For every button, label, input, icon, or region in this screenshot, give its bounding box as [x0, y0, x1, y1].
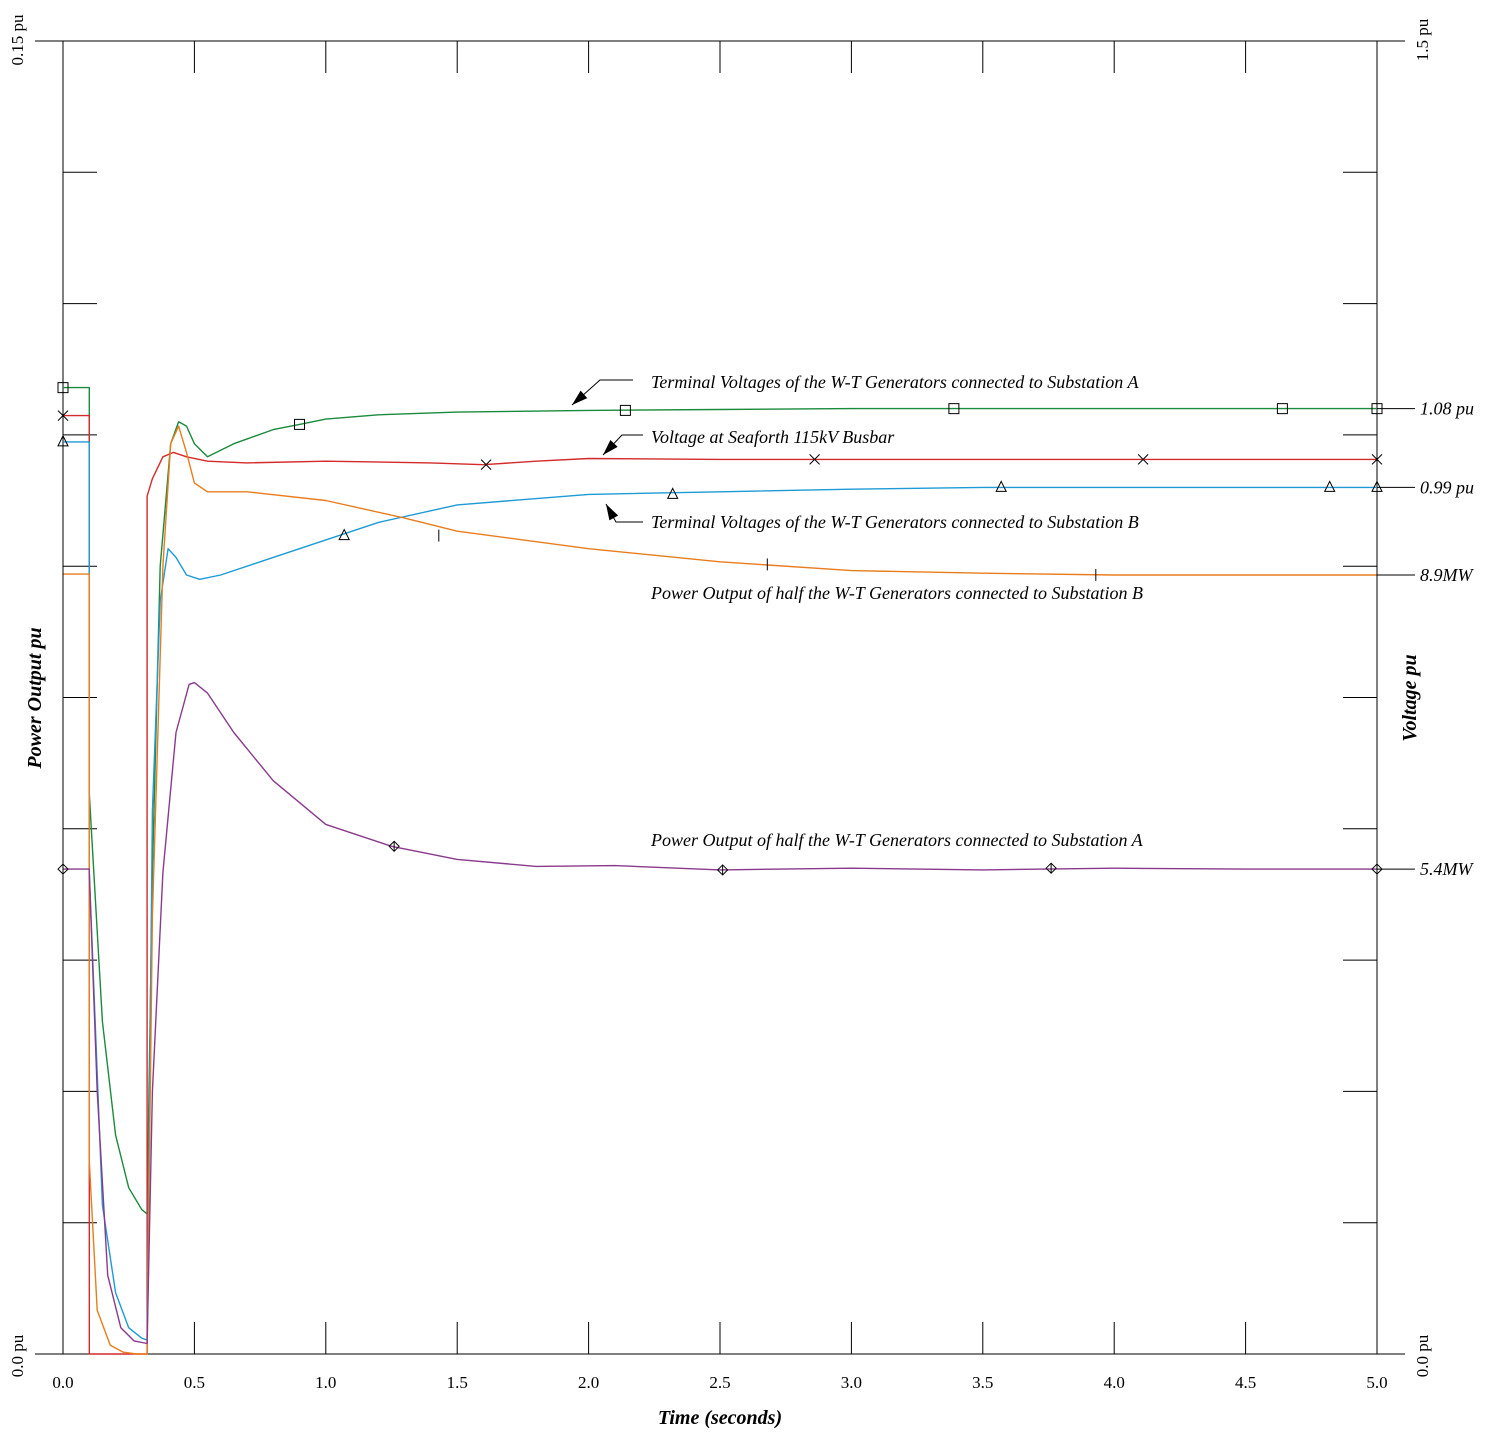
triangle-marker [338, 528, 351, 541]
y-left-axis-title: Power Output pu [24, 627, 46, 769]
plot-frame [35, 40, 1405, 1355]
x-tick-label: 3.0 [841, 1373, 862, 1392]
x-tick-label: 1.5 [447, 1373, 468, 1392]
y-left-top-tick-label: 0.15 pu [8, 14, 27, 66]
end-value-label: 5.4MW [1420, 859, 1474, 879]
series-line [63, 414, 1377, 1355]
series-layer [57, 382, 1383, 1355]
x-tick-label: 3.5 [972, 1373, 993, 1392]
annotation-arrow-head [572, 390, 588, 405]
series-4 [62, 425, 1378, 1355]
x-tick-label: 0.5 [184, 1373, 205, 1392]
x-tick-label: 2.5 [709, 1373, 730, 1392]
diamond-marker [716, 864, 729, 876]
annotation-label: Power Output of half the W-T Generators … [650, 583, 1143, 603]
end-value-label: 1.08 pu [1420, 399, 1474, 419]
series-5 [57, 681, 1383, 1345]
annotation-layer: Terminal Voltages of the W-T Generators … [571, 372, 1474, 879]
x-marker [57, 410, 69, 421]
square-marker [948, 403, 960, 415]
annotation-arrow-head [603, 439, 618, 455]
axis-ticks: 0.0 0.5 1.0 1.5 2.0 2.5 3.0 3.5 4.0 4.5 5.0 [52, 41, 1388, 1392]
x-tick-label: 4.0 [1104, 1373, 1125, 1392]
x-tick-label: 4.5 [1235, 1373, 1256, 1392]
x-axis-title: Time (seconds) [658, 1407, 782, 1429]
series-1 [57, 382, 1383, 1215]
triangle-marker [1323, 480, 1336, 492]
series-line [63, 681, 1377, 1345]
x-tick-label: 1.0 [315, 1373, 336, 1392]
square-marker [294, 418, 306, 430]
triangle-marker [995, 480, 1008, 492]
square-marker [57, 382, 69, 394]
x-marker [480, 459, 492, 471]
series-line [63, 441, 1377, 1341]
y-right-top-tick-label: 1.5 pu [1413, 18, 1432, 61]
square-marker [1276, 403, 1288, 415]
annotation-label: Terminal Voltages of the W-T Generators … [651, 372, 1139, 392]
end-value-label: 8.9MW [1420, 565, 1474, 585]
series-line [63, 425, 1377, 1355]
y-left-bottom-tick-label: 0.0 pu [8, 1334, 27, 1377]
triangle-marker [1371, 480, 1383, 492]
series-2 [57, 410, 1383, 1355]
x-tick-label: 5.0 [1366, 1373, 1387, 1392]
x-marker [809, 454, 820, 465]
annotation-arrow-head [606, 504, 619, 521]
y-right-bottom-tick-label: 0.0 pu [1413, 1334, 1432, 1377]
annotation-label: Voltage at Seaforth 115kV Busbar [651, 427, 895, 447]
y-right-axis-title: Voltage pu [1399, 654, 1421, 741]
series-3 [57, 434, 1383, 1341]
series-line [63, 386, 1377, 1215]
x-tick-label: 0.0 [52, 1373, 73, 1392]
x-marker [1137, 454, 1149, 465]
x-tick-label: 2.0 [578, 1373, 599, 1392]
annotation-label: Power Output of half the W-T Generators … [650, 830, 1144, 850]
square-marker [619, 404, 631, 416]
triangle-marker [57, 434, 69, 447]
annotation-label: Terminal Voltages of the W-T Generators … [651, 512, 1139, 532]
end-value-label: 0.99 pu [1420, 477, 1474, 497]
diamond-marker [388, 840, 400, 853]
x-marker [1371, 454, 1383, 465]
triangle-marker [666, 487, 679, 499]
